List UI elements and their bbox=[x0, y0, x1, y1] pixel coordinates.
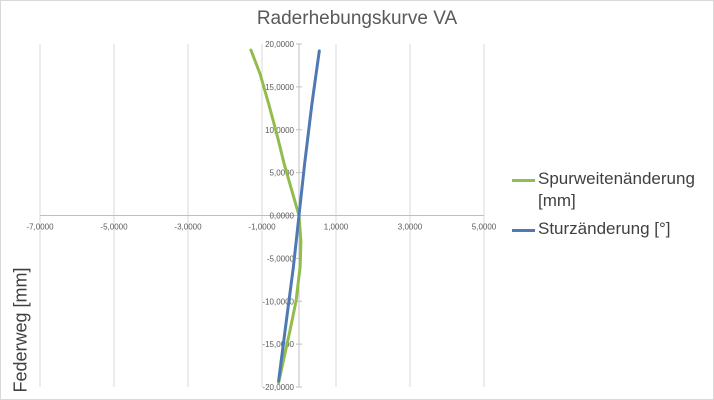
y-axis-label: Federweg [mm] bbox=[10, 267, 31, 393]
x-tick-label: -7,0000 bbox=[26, 223, 54, 232]
x-tick-label: -1,0000 bbox=[248, 223, 276, 232]
y-tick-label: 10,0000 bbox=[265, 126, 294, 135]
legend-swatch-sturz bbox=[512, 229, 535, 232]
x-tick-labels: -7,0000 -5,0000 -3,0000 -1,0000 1,0000 3,0000… bbox=[26, 223, 496, 232]
y-tick-label: 15,0000 bbox=[265, 83, 294, 92]
y-tick-labels: -20,0000 -15,0000 -10,0000 -5,0000 0,0000 5,0… bbox=[262, 40, 294, 392]
y-tick-label: 0,0000 bbox=[270, 212, 295, 221]
y-tick-label: -15,0000 bbox=[262, 340, 294, 349]
x-tick-label: -3,0000 bbox=[174, 223, 202, 232]
y-tick-label: -10,0000 bbox=[262, 297, 294, 306]
chart-title: Raderhebungskurve VA bbox=[256, 8, 458, 29]
x-tick-label: 5,0000 bbox=[472, 223, 497, 232]
legend-item-sturz[interactable]: Sturzänderung [°] bbox=[512, 218, 708, 240]
x-tick-label: -5,0000 bbox=[100, 223, 128, 232]
series-lines bbox=[249, 48, 321, 385]
legend: Spurweitenänderung [mm] Sturzänderung [°… bbox=[512, 168, 708, 246]
y-tick-label: -20,0000 bbox=[262, 383, 294, 392]
y-tick-label: 5,0000 bbox=[270, 169, 295, 178]
legend-label-sturz: Sturzänderung [°] bbox=[538, 219, 671, 238]
y-tick-label: 20,0000 bbox=[265, 40, 294, 49]
y-tick-label: -5,0000 bbox=[267, 254, 295, 263]
legend-item-spurweite[interactable]: Spurweitenänderung [mm] bbox=[512, 168, 708, 212]
legend-swatch-spurweite bbox=[512, 179, 535, 182]
series-line-sturz bbox=[277, 49, 321, 383]
x-tick-label: 3,0000 bbox=[398, 223, 423, 232]
legend-label-spurweite: Spurweitenänderung [mm] bbox=[538, 169, 695, 210]
x-tick-label: 1,0000 bbox=[324, 223, 349, 232]
